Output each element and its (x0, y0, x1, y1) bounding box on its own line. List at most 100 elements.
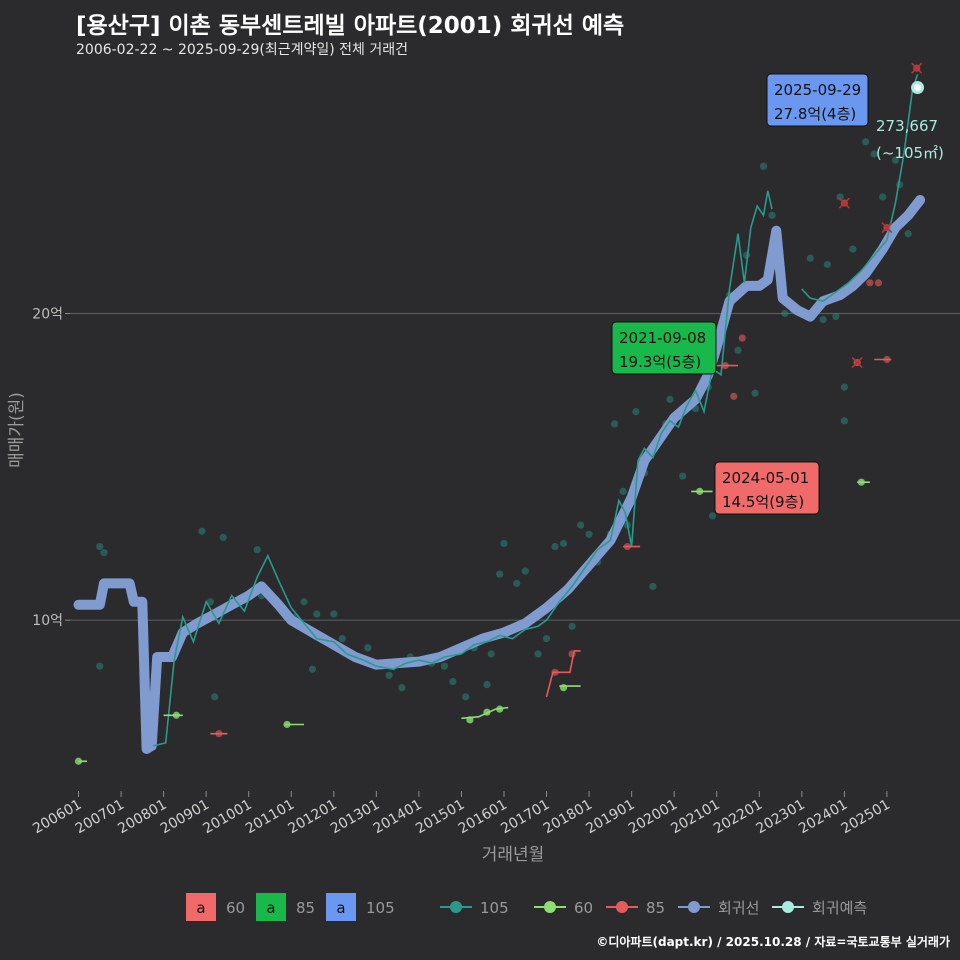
trade-point-105 (96, 662, 104, 670)
legend-fill-glyph: a (336, 899, 345, 917)
regression-line (73, 195, 926, 754)
y-tick-labels: 10억 20억 (32, 306, 63, 629)
trade-point-85 (866, 279, 874, 287)
trade-point-105 (253, 546, 261, 554)
trade-point-105 (559, 539, 568, 548)
trade-point-105 (521, 567, 529, 575)
trade-point-105 (385, 671, 393, 679)
highlight-cross-marker (911, 62, 923, 74)
legend-line-marker (450, 901, 462, 913)
trade-point-105 (781, 309, 789, 318)
trade-point-105 (96, 542, 104, 551)
legend-line-label: 85 (646, 899, 665, 917)
trade-point-105 (313, 610, 321, 618)
trade-point-105 (819, 316, 827, 324)
x-tick-label: 202501 (839, 797, 893, 838)
legend-fill-glyph: a (196, 899, 205, 917)
trade-point-105 (632, 408, 640, 416)
highlight-cross-marker (851, 356, 863, 369)
trade-point-105 (879, 193, 887, 201)
trade-point-105 (513, 579, 521, 587)
trade-point-105 (496, 570, 504, 578)
legend: a 60 a 85 a 105 105 60 85 회귀선 회귀예측 (186, 893, 867, 921)
trade-point-85 (874, 279, 883, 287)
trade-point-105 (462, 693, 470, 701)
legend-line-item: 60 (534, 899, 593, 917)
trade-point-85 (738, 334, 746, 342)
highlight-cross-marker (838, 197, 850, 209)
trade-point-105 (534, 650, 542, 658)
legend-line-item: 회귀선 (678, 899, 759, 917)
trade-point-105 (619, 487, 627, 495)
trade-point-105 (100, 549, 108, 557)
trade-point-105 (206, 598, 215, 606)
legend-fill-label: 60 (226, 899, 245, 917)
annotation-price: 14.5억(9층) (722, 493, 804, 511)
legend-line-marker (544, 901, 556, 913)
trade-point-105 (734, 346, 742, 354)
chart-marks (73, 62, 926, 765)
trade-point-105 (836, 193, 844, 201)
chart-title: [용산구] 이촌 동부센트레빌 아파트(2001) 회귀선 예측 (76, 13, 625, 39)
chart-subtitle: 2006-02-22 ~ 2025-09-29(최근계약일) 전체 거래건 (76, 42, 408, 58)
legend-line-item: 회귀예측 (772, 899, 867, 917)
grid-lines (65, 312, 960, 797)
trade-point-105 (440, 662, 449, 670)
trade-point-105 (338, 634, 346, 643)
trade-point-105 (832, 312, 840, 321)
legend-fill-swatch (256, 893, 286, 921)
legend-line-item: 85 (606, 899, 665, 917)
trade-point-105 (330, 610, 338, 618)
annotation-price: 19.3억(5층) (619, 353, 701, 371)
trade-point-105 (219, 533, 227, 541)
legend-fill-swatch (326, 893, 356, 921)
legend-line-label: 60 (574, 899, 593, 917)
series-60-line (461, 706, 509, 720)
annotation-price: 27.8억(4층) (774, 105, 856, 123)
legend-line-label: 105 (480, 899, 509, 917)
legend-fill-label: 105 (366, 899, 395, 917)
trade-point-105 (300, 598, 308, 606)
trade-point-105 (666, 395, 674, 403)
trade-point-105 (708, 512, 717, 520)
legend-line-marker (616, 901, 628, 913)
legend-line-label: 회귀선 (718, 899, 759, 917)
legend-line-marker (688, 901, 700, 913)
legend-fill-item: a 105 (326, 893, 395, 921)
legend-line-item: 105 (440, 899, 509, 917)
x-tick-labels: 2006012007012008012009012010012011012012… (30, 797, 893, 838)
trade-point-105 (891, 156, 900, 164)
annotation-s60: 2024-05-01 14.5억(9층) (714, 461, 820, 515)
trade-point-105 (542, 634, 551, 643)
annotation-date: 2025-09-29 (774, 81, 861, 99)
trade-point-105 (449, 677, 457, 686)
series-105-line (801, 74, 919, 303)
trade-point-60 (559, 684, 568, 692)
legend-fill-swatch (186, 893, 216, 921)
trade-point-105 (198, 527, 206, 535)
trade-point-105 (679, 472, 687, 480)
source-caption: ©디아파트(dapt.kr) / 2025.10.28 / 자료=국토교통부 실… (596, 935, 950, 949)
y-tick-label: 20억 (32, 306, 63, 322)
trade-point-105 (500, 539, 508, 548)
trade-point-85 (730, 392, 738, 400)
trade-point-105 (364, 644, 372, 652)
trade-point-105 (823, 260, 831, 269)
annotation-box (611, 321, 717, 375)
series-85-line (545, 650, 581, 698)
trade-point-105 (870, 150, 878, 158)
legend-fill-label: 85 (296, 899, 315, 917)
trade-point-105 (211, 693, 219, 701)
trade-point-105 (398, 684, 406, 692)
annotation-box (766, 73, 869, 127)
trade-point-105 (487, 650, 495, 658)
annotation-s85: 2021-09-08 19.3억(5층) (611, 321, 717, 375)
x-axis-title: 거래년월 (482, 845, 545, 865)
trade-point-105 (585, 530, 593, 538)
trade-point-105 (806, 254, 814, 262)
trade-point-105 (759, 162, 768, 170)
trade-point-105 (840, 417, 848, 425)
trade-point-105 (568, 622, 576, 630)
